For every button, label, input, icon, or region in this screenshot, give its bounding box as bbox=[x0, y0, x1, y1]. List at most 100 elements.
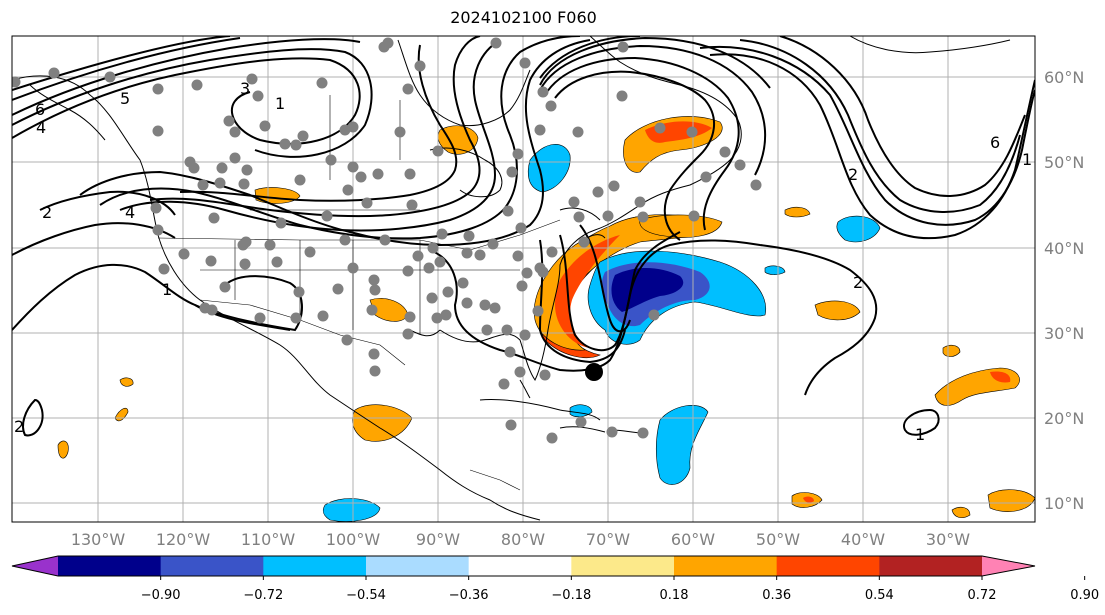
station-dot bbox=[402, 83, 414, 95]
lon-label: 120°W bbox=[156, 530, 211, 549]
station-dot bbox=[339, 234, 351, 246]
station-dot bbox=[229, 126, 241, 138]
station-dot bbox=[546, 246, 558, 258]
contour-label: 5 bbox=[120, 89, 130, 108]
station-dot bbox=[578, 236, 590, 248]
station-dot bbox=[481, 324, 493, 336]
station-dot bbox=[501, 324, 513, 336]
station-dot bbox=[575, 416, 587, 428]
station-dot bbox=[12, 76, 21, 88]
station-dot bbox=[608, 180, 620, 192]
station-dot bbox=[700, 171, 712, 183]
station-dot bbox=[440, 309, 452, 321]
station-dot bbox=[479, 299, 491, 311]
station-dot bbox=[442, 286, 454, 298]
colorbar-segment bbox=[263, 556, 367, 576]
station-dot bbox=[546, 432, 558, 444]
station-dot bbox=[229, 152, 241, 164]
station-dot bbox=[214, 177, 226, 189]
map-frame bbox=[11, 35, 1036, 523]
contour-label: 2 bbox=[14, 417, 24, 436]
station-dot bbox=[152, 224, 164, 236]
colorbar-segment bbox=[776, 556, 880, 576]
station-dot bbox=[426, 292, 438, 304]
station-dot bbox=[290, 139, 302, 151]
station-dot bbox=[537, 266, 549, 278]
station-dot bbox=[379, 234, 391, 246]
station-dot bbox=[271, 256, 283, 268]
contour-label: 4 bbox=[125, 203, 135, 222]
lon-label: 110°W bbox=[241, 530, 296, 549]
colorbar-segment bbox=[366, 556, 470, 576]
station-dot bbox=[304, 246, 316, 258]
station-dot bbox=[505, 419, 517, 431]
lat-label: 10°N bbox=[1044, 494, 1084, 513]
station-dot bbox=[457, 277, 469, 289]
contour-label: 6 bbox=[35, 100, 45, 119]
station-dot bbox=[498, 378, 510, 390]
station-dot bbox=[461, 247, 473, 259]
station-dot bbox=[48, 67, 60, 79]
station-dot bbox=[197, 179, 209, 191]
station-dot bbox=[592, 186, 604, 198]
station-dot bbox=[404, 168, 416, 180]
station-dot bbox=[279, 138, 291, 150]
colorbar-tick-label: 0.72 bbox=[968, 588, 997, 603]
station-dot bbox=[516, 280, 528, 292]
station-dot bbox=[654, 122, 666, 134]
station-dot bbox=[519, 329, 531, 341]
station-dot bbox=[259, 120, 271, 132]
contour-label: 3 bbox=[240, 79, 250, 98]
colorbar-tick-label: 0.90 bbox=[1070, 588, 1099, 603]
station-dot bbox=[537, 86, 549, 98]
station-dot bbox=[341, 334, 353, 346]
lon-label: 90°W bbox=[416, 530, 460, 549]
colorbar-tick-label: −0.36 bbox=[449, 588, 489, 603]
colorbar: −0.90 −0.72 −0.54 −0.36 −0.18 0.18 0.36 0.54 0.7… bbox=[11, 555, 1099, 603]
station-dot bbox=[219, 281, 231, 293]
station-dot bbox=[490, 37, 502, 49]
station-dot bbox=[355, 171, 367, 183]
station-dot bbox=[412, 250, 424, 262]
station-dot bbox=[432, 145, 444, 157]
station-dot bbox=[545, 100, 557, 112]
station-dot bbox=[637, 427, 649, 439]
storm-center-marker bbox=[585, 363, 603, 381]
station-dot bbox=[606, 426, 618, 438]
station-dot bbox=[573, 211, 585, 223]
station-dot bbox=[617, 41, 629, 53]
station-dot bbox=[719, 146, 731, 158]
station-dot bbox=[402, 328, 414, 340]
lat-label: 40°N bbox=[1044, 239, 1084, 258]
colorbar-segment bbox=[58, 556, 162, 576]
station-dot bbox=[361, 197, 373, 209]
contour-label: 1 bbox=[162, 280, 172, 299]
lon-label: 40°W bbox=[841, 530, 885, 549]
station-dot bbox=[178, 248, 190, 260]
station-dot bbox=[321, 210, 333, 222]
colorbar-tick-label: 0.36 bbox=[762, 588, 791, 603]
colorbar-extend-low bbox=[12, 556, 58, 576]
station-dot bbox=[223, 115, 235, 127]
colorbar-tick-label: 0.54 bbox=[865, 588, 894, 603]
station-dot bbox=[521, 267, 533, 279]
station-dot bbox=[382, 37, 394, 49]
station-dot bbox=[423, 262, 435, 274]
station-dot bbox=[568, 196, 580, 208]
lon-label: 30°W bbox=[926, 530, 970, 549]
station-dot bbox=[463, 230, 475, 242]
station-dot bbox=[502, 205, 514, 217]
lat-label: 60°N bbox=[1044, 68, 1084, 87]
contour-label: 1 bbox=[915, 425, 925, 444]
station-dot bbox=[325, 154, 337, 166]
station-dot bbox=[686, 126, 698, 138]
station-dot bbox=[264, 239, 276, 251]
station-dot bbox=[750, 179, 762, 191]
station-dot bbox=[150, 202, 162, 214]
station-dot bbox=[188, 162, 200, 174]
lon-label: 100°W bbox=[326, 530, 381, 549]
station-dot bbox=[519, 57, 531, 69]
station-dot bbox=[205, 255, 217, 267]
station-dot bbox=[208, 212, 220, 224]
